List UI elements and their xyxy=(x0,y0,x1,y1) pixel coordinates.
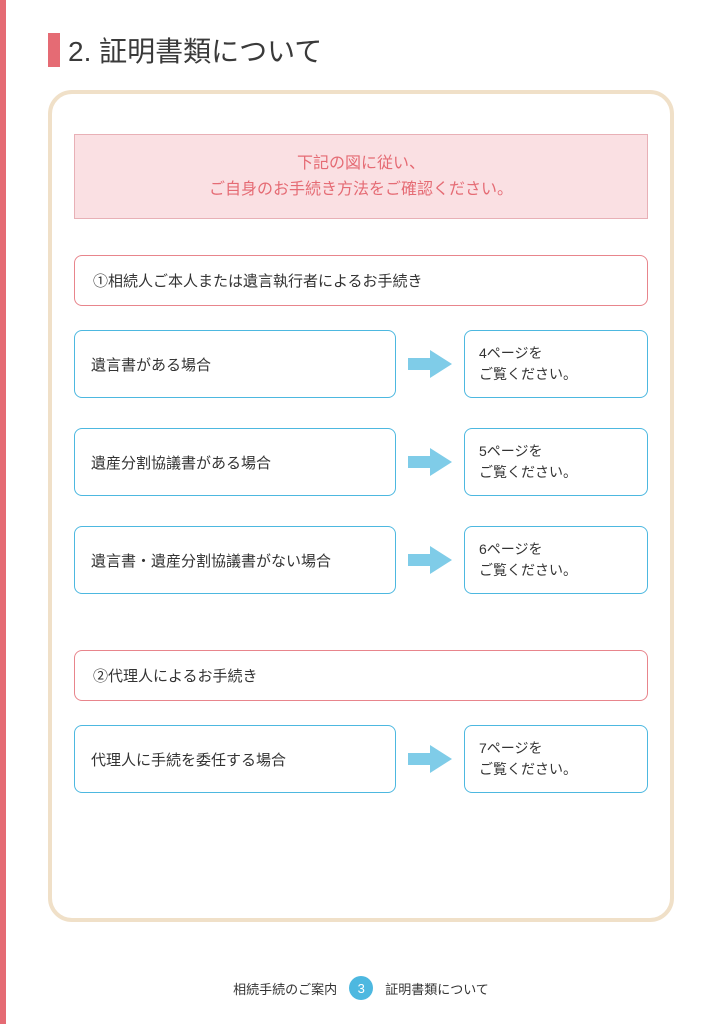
section-header-1-text: ①相続人ご本人または遺言執行者によるお手続き xyxy=(93,273,423,290)
ref-line-2: ご覧ください。 xyxy=(479,364,633,385)
flow-row: 遺産分割協議書がある場合 5ページを ご覧ください。 xyxy=(74,428,648,496)
reference-box: 6ページを ご覧ください。 xyxy=(464,526,648,594)
page-title: 2. 証明書類について xyxy=(0,0,722,70)
condition-text: 遺言書・遺産分割協議書がない場合 xyxy=(91,550,331,571)
condition-box: 遺産分割協議書がある場合 xyxy=(74,428,396,496)
title-accent-bar xyxy=(48,33,60,67)
title-text: 2. 証明書類について xyxy=(68,30,322,70)
ref-line-1: 6ページを xyxy=(479,539,633,560)
condition-text: 遺言書がある場合 xyxy=(91,354,211,375)
condition-box: 遺言書・遺産分割協議書がない場合 xyxy=(74,526,396,594)
arrow-cell xyxy=(402,330,458,398)
condition-text: 遺産分割協議書がある場合 xyxy=(91,452,271,473)
condition-box: 代理人に手続を委任する場合 xyxy=(74,725,396,793)
page-footer: 相続手続のご案内 3 証明書類について xyxy=(0,976,722,1000)
reference-box: 4ページを ご覧ください。 xyxy=(464,330,648,398)
ref-line-1: 4ページを xyxy=(479,343,633,364)
reference-box: 7ページを ご覧ください。 xyxy=(464,725,648,793)
footer-right-text: 証明書類について xyxy=(385,979,489,998)
flow-row: 遺言書・遺産分割協議書がない場合 6ページを ご覧ください。 xyxy=(74,526,648,594)
page-number: 3 xyxy=(358,981,365,996)
notice-line-1: 下記の図に従い、 xyxy=(85,151,637,177)
arrow-right-icon xyxy=(408,745,452,773)
ref-line-2: ご覧ください。 xyxy=(479,560,633,581)
condition-text: 代理人に手続を委任する場合 xyxy=(91,749,286,770)
arrow-right-icon xyxy=(408,350,452,378)
arrow-cell xyxy=(402,725,458,793)
ref-line-2: ご覧ください。 xyxy=(479,462,633,483)
arrow-cell xyxy=(402,428,458,496)
section-header-2: ②代理人によるお手続き xyxy=(74,650,648,701)
section-header-2-text: ②代理人によるお手続き xyxy=(93,668,258,685)
arrow-right-icon xyxy=(408,448,452,476)
page-number-badge: 3 xyxy=(349,976,373,1000)
reference-box: 5ページを ご覧ください。 xyxy=(464,428,648,496)
notice-box: 下記の図に従い、 ご自身のお手続き方法をご確認ください。 xyxy=(74,134,648,219)
footer-left-text: 相続手続のご案内 xyxy=(233,979,337,998)
arrow-cell xyxy=(402,526,458,594)
ref-line-1: 7ページを xyxy=(479,738,633,759)
flow-row: 代理人に手続を委任する場合 7ページを ご覧ください。 xyxy=(74,725,648,793)
notice-line-2: ご自身のお手続き方法をご確認ください。 xyxy=(85,177,637,203)
condition-box: 遺言書がある場合 xyxy=(74,330,396,398)
arrow-right-icon xyxy=(408,546,452,574)
main-frame: 下記の図に従い、 ご自身のお手続き方法をご確認ください。 ①相続人ご本人または遺… xyxy=(48,90,674,922)
ref-line-1: 5ページを xyxy=(479,441,633,462)
left-edge-bar xyxy=(0,0,6,1024)
flow-row: 遺言書がある場合 4ページを ご覧ください。 xyxy=(74,330,648,398)
section-header-1: ①相続人ご本人または遺言執行者によるお手続き xyxy=(74,255,648,306)
ref-line-2: ご覧ください。 xyxy=(479,759,633,780)
